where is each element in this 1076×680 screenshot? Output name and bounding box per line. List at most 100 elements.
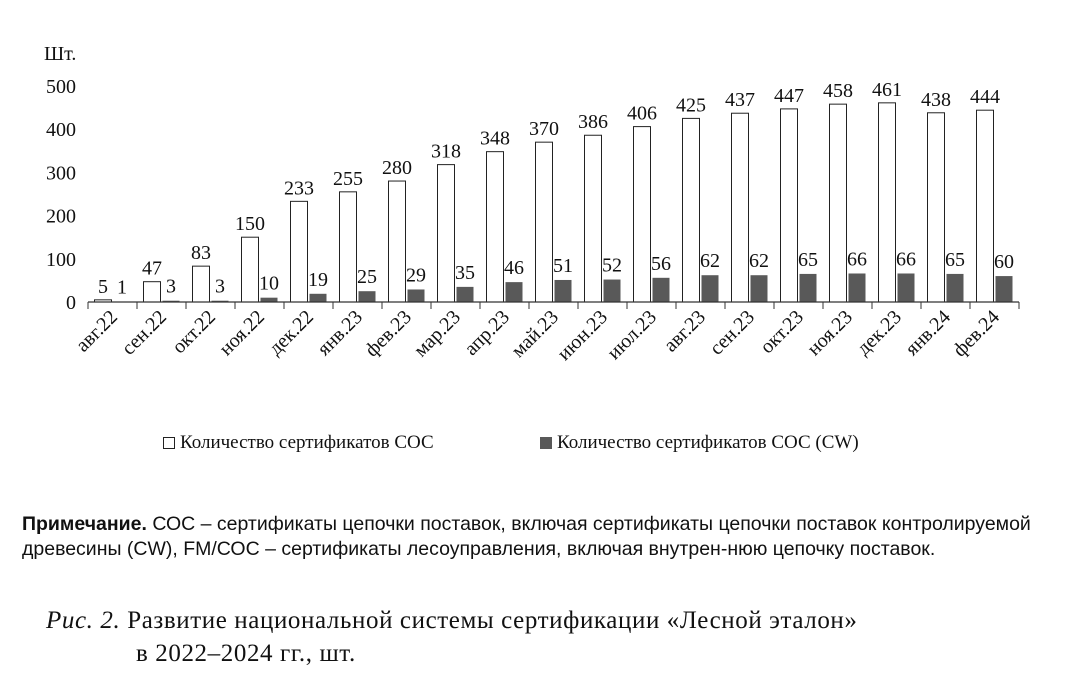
x-tick-label: фев.23 bbox=[361, 306, 416, 361]
data-label-coc-cw: 65 bbox=[798, 249, 818, 271]
data-label-coc-cw: 19 bbox=[308, 269, 328, 291]
bar-coc-cw bbox=[309, 293, 327, 302]
x-tick-label: окт.23 bbox=[756, 306, 808, 358]
bar-coc bbox=[143, 281, 161, 303]
bar-coc bbox=[976, 109, 994, 303]
data-label-coc-cw: 35 bbox=[455, 262, 475, 284]
data-label-coc: 255 bbox=[333, 168, 363, 190]
data-label-coc-cw: 10 bbox=[259, 273, 279, 295]
bar-coc-cw bbox=[603, 279, 621, 302]
y-tick-label: 0 bbox=[66, 292, 76, 314]
data-label-coc-cw: 62 bbox=[700, 250, 720, 272]
data-label-coc: 406 bbox=[627, 103, 657, 125]
note: Примечание. СОС – сертификаты цепочки по… bbox=[22, 512, 1062, 562]
bar-coc-cw bbox=[456, 286, 474, 302]
bar-coc bbox=[682, 117, 700, 303]
x-tick-label: окт.22 bbox=[168, 306, 220, 358]
bar-coc-cw bbox=[554, 279, 572, 302]
data-label-coc-cw: 66 bbox=[847, 248, 867, 270]
data-label-coc: 425 bbox=[676, 94, 706, 116]
legend-label-coc-cw: Количество сертификатов СОС (CW) bbox=[557, 432, 859, 453]
data-label-coc: 458 bbox=[823, 80, 853, 102]
note-text: СОС – сертификаты цепочки поставок, вклю… bbox=[22, 513, 1031, 560]
legend-swatch-coc-cw bbox=[540, 437, 552, 449]
bar-coc bbox=[486, 151, 504, 303]
y-axis-title: Шт. bbox=[44, 43, 76, 65]
x-tick-label: сен.22 bbox=[118, 306, 172, 360]
bar-coc bbox=[535, 141, 553, 303]
data-label-coc-cw: 29 bbox=[406, 264, 426, 286]
x-tick-label: июл.23 bbox=[603, 306, 661, 364]
data-label-coc-cw: 3 bbox=[215, 276, 225, 298]
bar-coc-cw bbox=[211, 300, 229, 302]
y-tick-label: 200 bbox=[46, 206, 76, 228]
x-tick-label: авг.23 bbox=[660, 306, 710, 356]
legend-label-coc: Количество сертификатов СОС bbox=[180, 432, 434, 453]
data-label-coc: 370 bbox=[529, 118, 559, 140]
data-label-coc: 318 bbox=[431, 141, 461, 163]
bar-coc-cw bbox=[162, 300, 180, 302]
x-tick-label: мар.23 bbox=[410, 306, 465, 361]
bar-coc bbox=[388, 180, 406, 303]
bar-coc bbox=[339, 191, 357, 303]
data-label-coc-cw: 60 bbox=[994, 251, 1014, 273]
x-tick-label: ноя.22 bbox=[215, 306, 269, 360]
bar-coc-cw bbox=[946, 273, 964, 302]
bar-coc-cw bbox=[995, 276, 1013, 302]
x-tick-label: сен.23 bbox=[706, 306, 760, 360]
data-label-coc: 348 bbox=[480, 128, 510, 150]
x-tick-label: янв.24 bbox=[901, 306, 955, 360]
y-tick-label: 400 bbox=[46, 119, 76, 141]
data-label-coc-cw: 51 bbox=[553, 255, 573, 277]
data-label-coc: 83 bbox=[191, 242, 211, 264]
x-tick-label: авг.22 bbox=[72, 306, 122, 356]
bar-coc-cw bbox=[897, 273, 915, 302]
data-label-coc: 461 bbox=[872, 79, 902, 101]
bar-coc bbox=[731, 112, 749, 303]
data-label-coc: 233 bbox=[284, 177, 314, 199]
x-tick-label: май.23 bbox=[507, 306, 563, 362]
x-tick-label: дек.23 bbox=[852, 306, 906, 360]
data-label-coc-cw: 52 bbox=[602, 255, 622, 277]
figure-caption: Рис. 2. Развитие национальной системы се… bbox=[46, 604, 1056, 670]
data-label-coc-cw: 3 bbox=[166, 276, 176, 298]
y-tick-label: 500 bbox=[46, 76, 76, 98]
bar-coc bbox=[829, 103, 847, 303]
bar-coc-cw bbox=[799, 273, 817, 302]
bar-coc bbox=[290, 200, 308, 303]
y-tick-label: 100 bbox=[46, 249, 76, 271]
bar-coc bbox=[437, 164, 455, 303]
data-label-coc-cw: 66 bbox=[896, 248, 916, 270]
bar-coc-cw bbox=[848, 273, 866, 302]
legend-swatch-coc bbox=[163, 437, 175, 449]
data-label-coc: 438 bbox=[921, 89, 951, 111]
caption-line1: Развитие национальной системы сертификац… bbox=[127, 607, 858, 634]
data-label-coc: 444 bbox=[970, 86, 1000, 108]
bar-coc-cw bbox=[701, 275, 719, 302]
bar-coc-cw bbox=[358, 291, 376, 302]
data-label-coc: 150 bbox=[235, 213, 265, 235]
bar-coc-cw bbox=[407, 289, 425, 302]
x-tick-label: ноя.23 bbox=[803, 306, 857, 360]
legend-item-coc: Количество сертификатов СОС bbox=[163, 432, 434, 454]
bar-coc-cw bbox=[260, 297, 278, 302]
bar-coc-cw bbox=[505, 282, 523, 302]
data-label-coc-cw: 56 bbox=[651, 253, 671, 275]
data-label-coc-cw: 25 bbox=[357, 266, 377, 288]
data-label-coc-cw: 1 bbox=[117, 277, 127, 299]
y-tick-label: 300 bbox=[46, 162, 76, 184]
x-tick-label: янв.23 bbox=[313, 306, 367, 360]
data-label-coc-cw: 65 bbox=[945, 249, 965, 271]
bar-coc bbox=[878, 102, 896, 303]
data-label-coc-cw: 62 bbox=[749, 250, 769, 272]
x-tick-label: дек.22 bbox=[264, 306, 318, 360]
note-label: Примечание. bbox=[22, 513, 147, 535]
bar-coc bbox=[584, 134, 602, 303]
caption-prefix: Рис. 2. bbox=[46, 607, 121, 634]
data-label-coc: 386 bbox=[578, 111, 608, 133]
legend: Количество сертификатов СОС Количество с… bbox=[0, 432, 1076, 458]
bar-coc-cw bbox=[750, 275, 768, 302]
data-label-coc-cw: 46 bbox=[504, 257, 524, 279]
bar-coc bbox=[927, 112, 945, 303]
